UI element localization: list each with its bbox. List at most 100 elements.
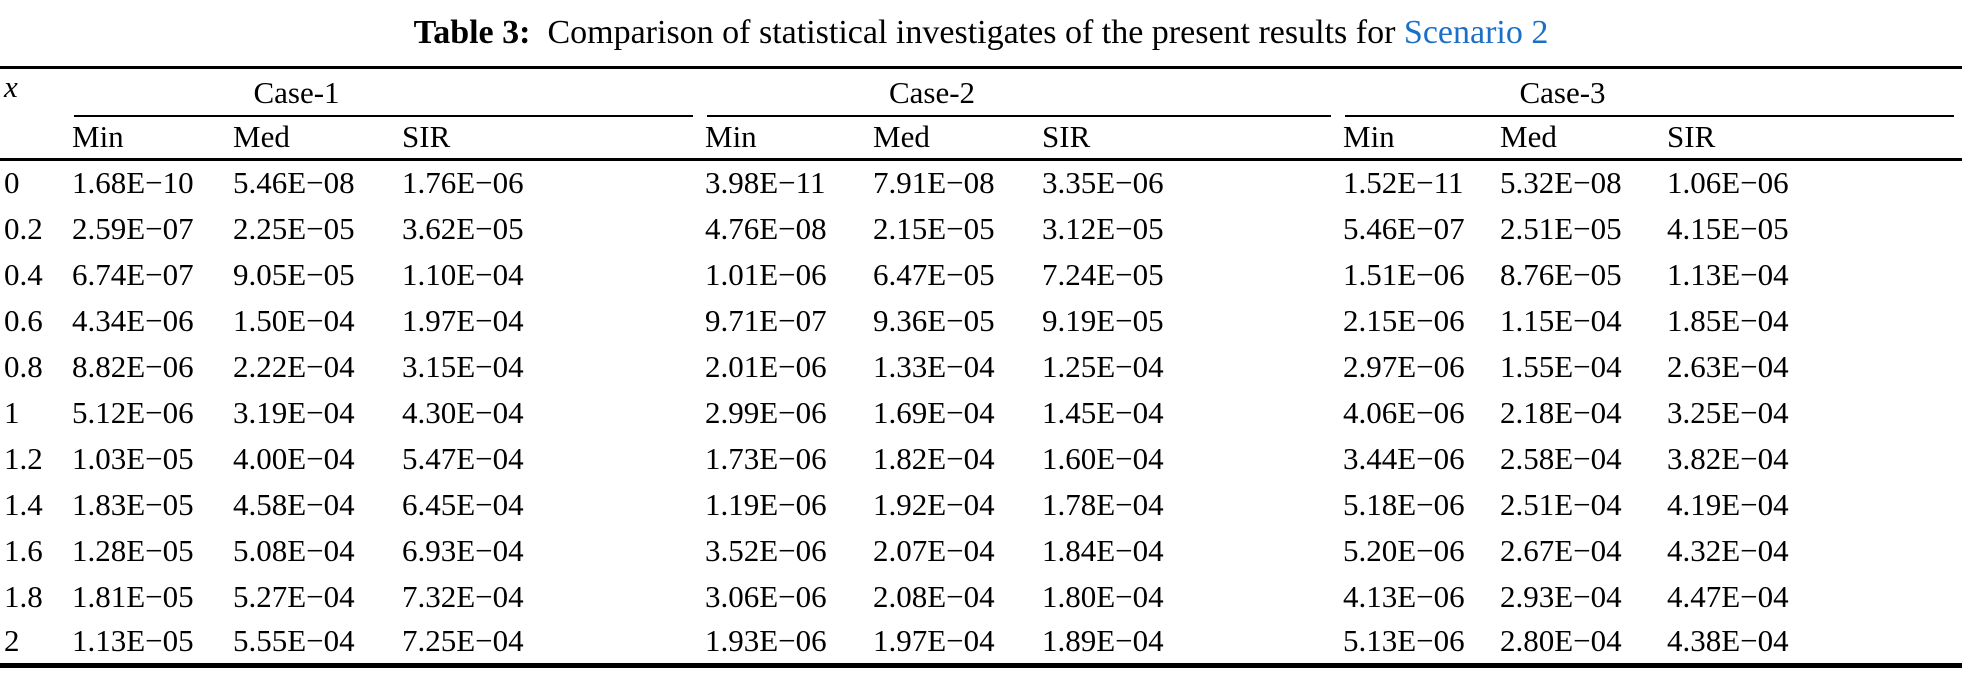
x-value: 0.6 [4,302,43,338]
case2-min-value: 9.71E−07 [705,302,827,338]
case1-med-value: 2.22E−04 [233,348,355,384]
case2-min-value: 1.73E−06 [705,440,827,476]
case2-med-value: 2.07E−04 [873,532,995,568]
case1-min-value: 1.03E−05 [72,440,194,476]
case2-med-value: 1.92E−04 [873,486,995,522]
case3-min-value: 5.13E−06 [1343,623,1465,659]
case2-min-value: 2.01E−06 [705,348,827,384]
table-row: 1.2 1.03E−05 4.00E−04 5.47E−04 1.73E−06 … [0,436,1962,482]
case2-sir-value: 1.45E−04 [1042,394,1164,430]
case1-sir-value: 1.97E−04 [402,302,524,338]
case1-med-value: 5.46E−08 [233,165,355,201]
case2-sir-value: 3.35E−06 [1042,165,1164,201]
x-value: 1 [4,394,20,430]
case1-sir-value: 5.47E−04 [402,440,524,476]
case2-med-value: 2.08E−04 [873,578,995,614]
table-row: 1 5.12E−06 3.19E−04 4.30E−04 2.99E−06 1.… [0,390,1962,436]
case3-sir-value: 1.06E−06 [1667,165,1789,201]
case2-min-value: 3.52E−06 [705,532,827,568]
case2-med-value: 2.15E−05 [873,210,995,246]
case2-med-value: 9.36E−05 [873,302,995,338]
subheader-case2-med: Med [869,116,1038,161]
case3-med-value: 2.58E−04 [1500,440,1622,476]
column-header-x: x [0,67,68,161]
case2-min-value: 3.98E−11 [705,165,826,201]
table-row: 1.4 1.83E−05 4.58E−04 6.45E−04 1.19E−06 … [0,482,1962,528]
case1-min-value: 8.82E−06 [72,348,194,384]
case3-med-value: 2.67E−04 [1500,532,1622,568]
case-1-rule [74,114,693,117]
subheader-case2-sir: SIR [1038,116,1339,161]
case3-min-value: 4.06E−06 [1343,394,1465,430]
case1-min-value: 5.12E−06 [72,394,194,430]
title-link[interactable]: Scenario 2 [1403,14,1549,51]
group-header-case-2-label: Case-2 [888,74,976,110]
table-row: 0.4 6.74E−07 9.05E−05 1.10E−04 1.01E−06 … [0,252,1962,298]
case1-sir-value: 6.45E−04 [402,486,524,522]
case1-med-value: 5.55E−04 [233,623,355,659]
case3-sir-value: 1.13E−04 [1667,256,1789,292]
case2-med-value: 1.33E−04 [873,348,995,384]
table-caption-text: Comparison of statistical investigates o… [530,14,1404,51]
case3-sir-value: 4.15E−05 [1667,210,1789,246]
x-value: 1.6 [4,532,43,568]
case1-med-value: 3.19E−04 [233,394,355,430]
case2-min-value: 4.76E−08 [705,210,827,246]
case2-min-value: 2.99E−06 [705,394,827,430]
table-row: 0.8 8.82E−06 2.22E−04 3.15E−04 2.01E−06 … [0,344,1962,390]
case3-med-value: 1.55E−04 [1500,348,1622,384]
case3-sir-value: 1.85E−04 [1667,302,1789,338]
case2-sir-value: 1.25E−04 [1042,348,1164,384]
x-value: 1.2 [4,440,43,476]
table-row: 1.6 1.28E−05 5.08E−04 6.93E−04 3.52E−06 … [0,528,1962,574]
group-header-case-1: Case-1 [68,68,701,117]
case3-med-value: 2.80E−04 [1500,623,1622,659]
case1-min-value: 4.34E−06 [72,302,194,338]
case3-sir-value: 4.47E−04 [1667,578,1789,614]
subheader-case2-min: Min [701,116,869,161]
case2-med-value: 1.97E−04 [873,623,995,659]
case3-min-value: 1.51E−06 [1343,256,1465,292]
case1-med-value: 2.25E−05 [233,210,355,246]
case1-min-value: 1.28E−05 [72,532,194,568]
case1-sir-value: 3.15E−04 [402,348,524,384]
case3-med-value: 2.51E−04 [1500,486,1622,522]
case3-min-value: 4.13E−06 [1343,578,1465,614]
case2-med-value: 6.47E−05 [873,256,995,292]
case3-min-value: 5.46E−07 [1343,210,1465,246]
table-row: 0.6 4.34E−06 1.50E−04 1.97E−04 9.71E−07 … [0,298,1962,344]
case3-min-value: 2.15E−06 [1343,302,1465,338]
subheader-case1-sir: SIR [398,116,701,161]
case3-med-value: 2.93E−04 [1500,578,1622,614]
x-value: 0.8 [4,348,43,384]
case1-sir-value: 1.10E−04 [402,256,524,292]
case2-sir-value: 1.84E−04 [1042,532,1164,568]
case1-med-value: 5.08E−04 [233,532,355,568]
case1-sir-value: 3.62E−05 [402,210,524,246]
case3-med-value: 2.18E−04 [1500,394,1622,430]
case3-min-value: 5.18E−06 [1343,486,1465,522]
case3-sir-value: 4.19E−04 [1667,486,1789,522]
case1-min-value: 1.13E−05 [72,623,194,659]
group-header-case-2: Case-2 [701,68,1339,117]
case1-min-value: 2.59E−07 [72,210,194,246]
results-table: x Case-1 Case-2 Case-3 Min Med SIR Mi [0,66,1962,668]
case1-med-value: 9.05E−05 [233,256,355,292]
case1-min-value: 1.83E−05 [72,486,194,522]
case2-sir-value: 1.60E−04 [1042,440,1164,476]
case1-sir-value: 7.25E−04 [402,623,524,659]
case2-min-value: 1.93E−06 [705,623,827,659]
group-header-case-3: Case-3 [1339,68,1962,117]
case3-med-value: 5.32E−08 [1500,165,1622,201]
case3-sir-value: 4.38E−04 [1667,623,1789,659]
case3-sir-value: 3.82E−04 [1667,440,1789,476]
x-value: 1.4 [4,486,43,522]
case1-sir-value: 4.30E−04 [402,394,524,430]
group-header-case-1-label: Case-1 [253,74,340,110]
x-value: 0.4 [4,256,43,292]
case3-min-value: 3.44E−06 [1343,440,1465,476]
case1-min-value: 1.81E−05 [72,578,194,614]
case-3-rule [1345,114,1954,117]
x-value: 2 [4,623,20,659]
subheader-case1-min: Min [68,116,229,161]
